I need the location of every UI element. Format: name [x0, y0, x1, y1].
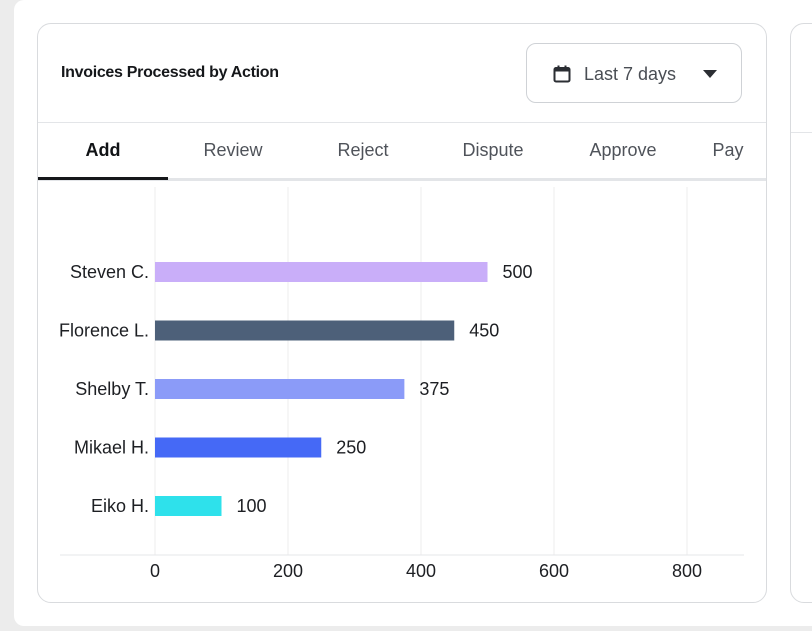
category-label: Florence L. [59, 321, 149, 341]
category-label: Mikael H. [74, 438, 149, 458]
tab-approve[interactable]: Approve [589, 140, 657, 160]
data-label: 500 [503, 262, 533, 282]
active-tab-indicator [38, 177, 168, 180]
secondary-card [790, 23, 812, 603]
calendar-icon [553, 65, 571, 83]
category-label: Steven C. [70, 262, 149, 282]
card-title: Invoices Processed by Action [61, 64, 279, 81]
category-label: Eiko H. [91, 496, 149, 516]
caret-down-icon [703, 70, 717, 78]
date-range-select[interactable]: Last 7 days [526, 43, 742, 103]
secondary-card-divider [791, 132, 812, 133]
tab-review[interactable]: Review [203, 140, 263, 160]
tab-pay[interactable]: Pay [712, 140, 744, 160]
bar [155, 320, 455, 341]
data-label: 375 [419, 379, 449, 399]
x-tick-label: 200 [273, 561, 303, 581]
bar [155, 437, 322, 458]
x-tick-label: 400 [406, 561, 436, 581]
data-label: 450 [469, 321, 499, 341]
action-tabs: Add Review Reject Dispute Approve Pay [38, 123, 766, 181]
x-tick-label: 600 [539, 561, 569, 581]
bar [155, 262, 488, 282]
x-tick-label: 800 [672, 561, 702, 581]
x-tick-label: 0 [150, 561, 160, 581]
tab-dispute[interactable]: Dispute [462, 140, 524, 160]
tab-reject[interactable]: Reject [337, 140, 389, 160]
invoices-chart-card: Invoices Processed by Action Last 7 days… [37, 23, 767, 603]
data-label: 100 [237, 496, 267, 516]
tab-add[interactable]: Add [85, 140, 121, 160]
bar [155, 379, 405, 399]
data-label: 250 [336, 438, 366, 458]
category-label: Shelby T. [75, 379, 149, 399]
date-range-label: Last 7 days [584, 64, 677, 84]
bar-chart: 0 200 400 600 800 Steven C. 500 Florence L. 450 S… [59, 187, 744, 581]
card-header: Invoices Processed by Action Last 7 days [38, 24, 766, 123]
bar [155, 496, 222, 516]
